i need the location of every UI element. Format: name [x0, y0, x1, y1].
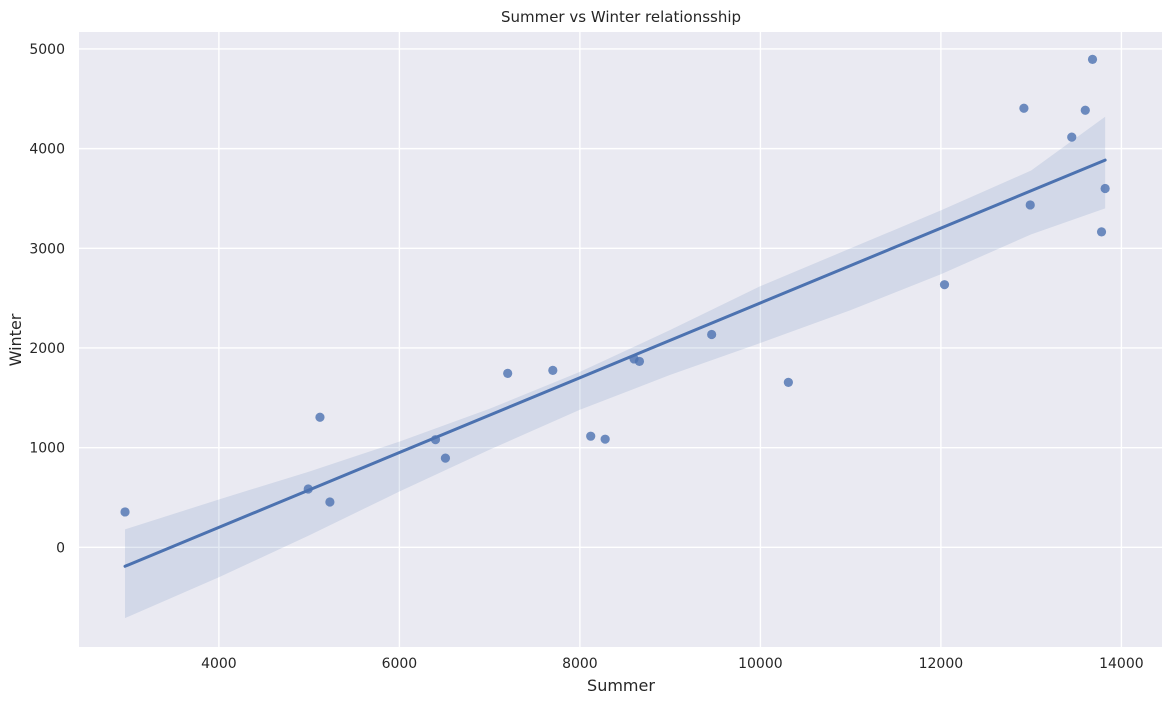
x-tick-label: 4000	[201, 656, 237, 672]
data-point	[783, 377, 793, 387]
regression-line	[123, 158, 1107, 568]
confidence-band	[125, 116, 1106, 619]
data-point	[440, 453, 451, 463]
y-tick-label: 1000	[29, 441, 65, 457]
data-point	[1080, 105, 1090, 115]
x-tick-label: 14000	[1099, 656, 1144, 672]
data-point	[503, 368, 513, 378]
data-point	[1025, 200, 1035, 210]
plot-background	[79, 32, 1162, 647]
y-tick-label: 5000	[29, 42, 65, 58]
data-point	[325, 497, 335, 507]
data-point	[707, 329, 717, 340]
data-point	[120, 507, 130, 517]
data-point	[600, 434, 610, 444]
data-point	[1067, 132, 1077, 142]
x-tick-labels: 4000 6000 8000 10000 12000 14000	[201, 656, 1144, 672]
x-axis-label: Summer	[587, 676, 655, 695]
data-point	[430, 435, 441, 445]
y-tick-labels: 0 1000 2000 3000 4000 5000	[29, 42, 65, 556]
x-tick-label: 12000	[919, 656, 964, 672]
data-point	[1019, 103, 1029, 113]
data-points	[120, 54, 1110, 517]
data-point	[315, 412, 325, 422]
chart-title: Summer vs Winter relationsship	[501, 8, 741, 26]
grid-lines	[79, 32, 1162, 647]
y-axis-label: Winter	[6, 313, 25, 366]
data-point	[1096, 227, 1107, 237]
data-point	[1087, 54, 1098, 65]
data-point	[1100, 183, 1110, 194]
data-point	[303, 484, 313, 494]
data-point	[939, 280, 950, 290]
y-tick-label: 0	[56, 540, 65, 556]
y-tick-label: 2000	[29, 341, 65, 357]
data-point	[586, 431, 596, 441]
data-point	[634, 356, 645, 367]
x-tick-label: 6000	[382, 656, 418, 672]
y-tick-label: 3000	[29, 241, 65, 257]
x-tick-label: 8000	[562, 656, 598, 672]
y-tick-label: 4000	[29, 142, 65, 158]
x-tick-label: 10000	[738, 656, 783, 672]
data-point	[548, 365, 558, 375]
